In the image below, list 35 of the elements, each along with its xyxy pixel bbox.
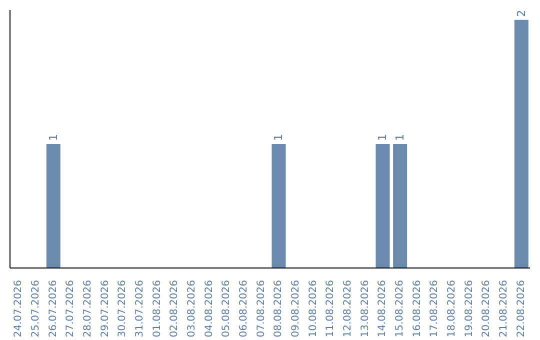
data-label: 1 [376, 134, 390, 141]
x-tick-label: 26.07.2026 [48, 280, 59, 338]
x-tick-label: 15.08.2026 [394, 280, 406, 338]
data-label: 1 [46, 134, 60, 141]
x-tick-label: 01.08.2026 [152, 280, 163, 338]
x-tick-label: 04.08.2026 [204, 280, 215, 338]
x-tick-label: 08.08.2026 [273, 280, 284, 338]
x-tick-label: 06.08.2026 [238, 280, 250, 338]
x-tick-label: 12.08.2026 [342, 280, 354, 338]
x-tick-label: 20.08.2026 [481, 280, 492, 338]
x-tick-label: 29.07.2026 [100, 280, 111, 338]
x-tick-label: 18.08.2026 [446, 280, 458, 338]
x-tick-label: 13.08.2026 [360, 280, 371, 338]
x-tick-label: 31.07.2026 [134, 280, 146, 338]
x-tick-label: 19.08.2026 [464, 280, 475, 338]
x-tick-label: 24.07.2026 [13, 280, 24, 338]
x-tick-label: 03.08.2026 [186, 280, 198, 338]
x-tick-label: 30.07.2026 [117, 280, 128, 338]
x-tick-label: 05.08.2026 [221, 280, 232, 338]
x-tick-label: 16.08.2026 [412, 280, 423, 338]
x-tick-label: 09.08.2026 [290, 280, 302, 338]
x-tick-label: 14.08.2026 [377, 280, 388, 338]
data-label: 1 [394, 134, 407, 141]
data-label: 1 [272, 134, 286, 141]
x-tick-label: 25.07.2026 [30, 280, 42, 338]
x-tick-label: 02.08.2026 [169, 280, 180, 338]
x-tick-label: 11.08.2026 [325, 280, 336, 338]
x-tick-label: 21.08.2026 [498, 280, 510, 338]
x-tick-label: 10.08.2026 [308, 280, 319, 338]
x-tick-label: 27.07.2026 [65, 280, 76, 338]
x-tick-label: 22.08.2026 [516, 280, 527, 338]
x-tick-label: 07.08.2026 [256, 280, 267, 338]
x-tick-label: 17.08.2026 [429, 280, 440, 338]
x-tick-label: 28.07.2026 [82, 280, 94, 338]
data-label: 2 [514, 10, 528, 17]
